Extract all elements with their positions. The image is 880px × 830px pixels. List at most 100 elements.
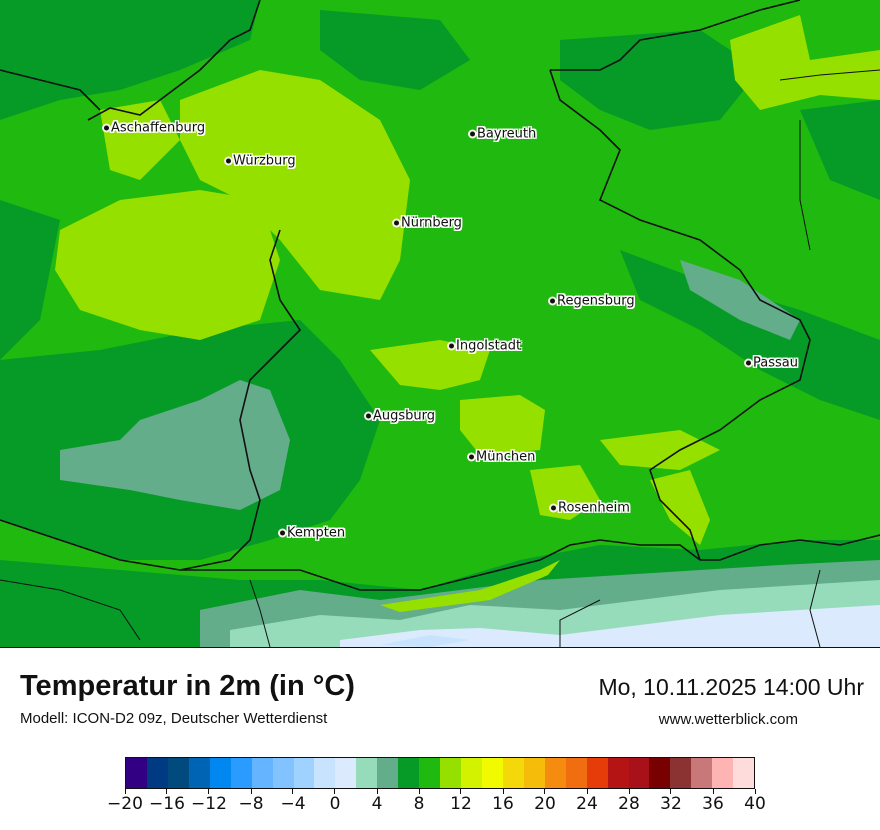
city-label: Würzburg: [233, 153, 296, 169]
city-label: Augsburg: [373, 408, 436, 424]
city-bayreuth: Bayreuth: [470, 127, 536, 142]
colorbar-segment: [565, 758, 587, 788]
colorbar-tick: [754, 789, 756, 794]
colorbar-segment: [126, 758, 147, 788]
colorbar-tick-label: 28: [618, 794, 640, 814]
city-rosenheim: Rosenheim: [551, 501, 630, 516]
city-marker-icon: [280, 530, 285, 536]
city-nuernberg: Nürnberg: [394, 216, 462, 231]
colorbar-tick-label: 24: [576, 794, 598, 814]
city-label: Aschaffenburg: [111, 120, 206, 136]
colorbar-segment: [461, 758, 482, 788]
city-label: Regensburg: [557, 293, 635, 309]
colorbar-segment: [146, 758, 168, 788]
colorbar-tick-label: 4: [371, 794, 383, 814]
colorbar-tick: [124, 789, 126, 794]
colorbar-tick-label: 32: [660, 794, 682, 814]
city-wuerzburg: Würzburg: [226, 154, 296, 169]
colorbar-tick-label: −8: [238, 794, 264, 814]
city-label: Passau: [753, 355, 798, 371]
colorbar-tick: [628, 789, 630, 794]
city-marker-icon: [104, 125, 109, 131]
colorbar-tick: [670, 789, 672, 794]
city-marker-icon: [449, 343, 454, 349]
city-augsburg: Augsburg: [366, 409, 435, 424]
colorbar-tick: [460, 789, 462, 794]
colorbar-segment: [733, 758, 755, 788]
city-label: Ingolstadt: [456, 338, 522, 354]
colorbar-tick: [334, 789, 336, 794]
colorbar-segment: [230, 758, 252, 788]
city-marker-icon: [366, 413, 371, 419]
colorbar-tick: [250, 789, 252, 794]
colorbar-tick-label: 16: [492, 794, 514, 814]
colorbar-segment: [670, 758, 692, 788]
colorbar-tick-label: 36: [702, 794, 724, 814]
colorbar-segment: [649, 758, 671, 788]
colorbar-ticks: −20 −16 −12 −8 −4 0 4 8 12 16 20 24 28 32 36 40: [107, 789, 766, 819]
colorbar-tick: [544, 789, 546, 794]
colorbar-segment: [314, 758, 336, 788]
city-marker-icon: [394, 220, 399, 226]
city-marker-icon: [469, 454, 474, 460]
colorbar-tick: [418, 789, 420, 794]
map-title: Temperatur in 2m (in °C): [20, 670, 355, 702]
colorbar-tick: [208, 789, 210, 794]
temperature-colorbar: [125, 757, 755, 789]
city-label: Rosenheim: [558, 500, 630, 516]
colorbar-segment: [440, 758, 461, 788]
colorbar-tick: [586, 789, 588, 794]
colorbar-segment: [209, 758, 231, 788]
colorbar-tick-label: 20: [534, 794, 556, 814]
temperature-field: [0, 0, 880, 647]
colorbar-segment: [419, 758, 441, 788]
colorbar-segment: [628, 758, 650, 788]
colorbar-segment: [607, 758, 629, 788]
colorbar-segment: [398, 758, 420, 788]
colorbar-segment: [544, 758, 566, 788]
city-label: Bayreuth: [477, 126, 537, 142]
colorbar-segment: [356, 758, 378, 788]
city-aschaffenburg: Aschaffenburg: [104, 121, 205, 136]
city-passau: Passau: [746, 356, 798, 371]
colorbar-tick-label: −20: [107, 794, 143, 814]
temperature-map: Aschaffenburg Würzburg Bayreuth Nürnberg…: [0, 0, 880, 648]
colorbar-tick: [712, 789, 714, 794]
city-marker-icon: [746, 360, 751, 366]
city-kempten: Kempten: [280, 526, 345, 541]
city-label: München: [476, 449, 536, 465]
colorbar-tick: [376, 789, 378, 794]
city-label: Kempten: [287, 525, 346, 541]
colorbar-segment: [377, 758, 399, 788]
colorbar-tick: [292, 789, 294, 794]
colorbar-tick: [166, 789, 168, 794]
colorbar-segment: [523, 758, 545, 788]
colorbar-segment: [481, 758, 503, 788]
city-muenchen: München: [469, 450, 535, 465]
city-regensburg: Regensburg: [550, 294, 635, 309]
colorbar-segment: [502, 758, 524, 788]
colorbar-segment: [293, 758, 315, 788]
colorbar-tick-label: 0: [329, 794, 341, 814]
city-marker-icon: [551, 505, 556, 511]
colorbar-tick-label: 8: [413, 794, 425, 814]
colorbar-segment: [167, 758, 189, 788]
colorbar-segment: [335, 758, 357, 788]
colorbar-tick-label: −4: [280, 794, 306, 814]
colorbar-tick-label: 40: [744, 794, 766, 814]
colorbar-tick-label: −12: [191, 794, 227, 814]
valid-datetime: Mo, 10.11.2025 14:00 Uhr: [598, 674, 864, 700]
colorbar-segment: [188, 758, 210, 788]
city-marker-icon: [470, 131, 475, 137]
colorbar-tick: [502, 789, 504, 794]
colorbar-tick-label: 12: [450, 794, 472, 814]
city-ingolstadt: Ingolstadt: [449, 339, 521, 354]
colorbar-segment: [251, 758, 273, 788]
website-credit: www.wetterblick.com: [658, 711, 798, 728]
city-label: Nürnberg: [401, 215, 462, 231]
city-marker-icon: [550, 298, 555, 304]
colorbar-segment: [712, 758, 734, 788]
colorbar-segment: [586, 758, 608, 788]
colorbar-segment: [691, 758, 713, 788]
colorbar-tick-label: −16: [149, 794, 185, 814]
